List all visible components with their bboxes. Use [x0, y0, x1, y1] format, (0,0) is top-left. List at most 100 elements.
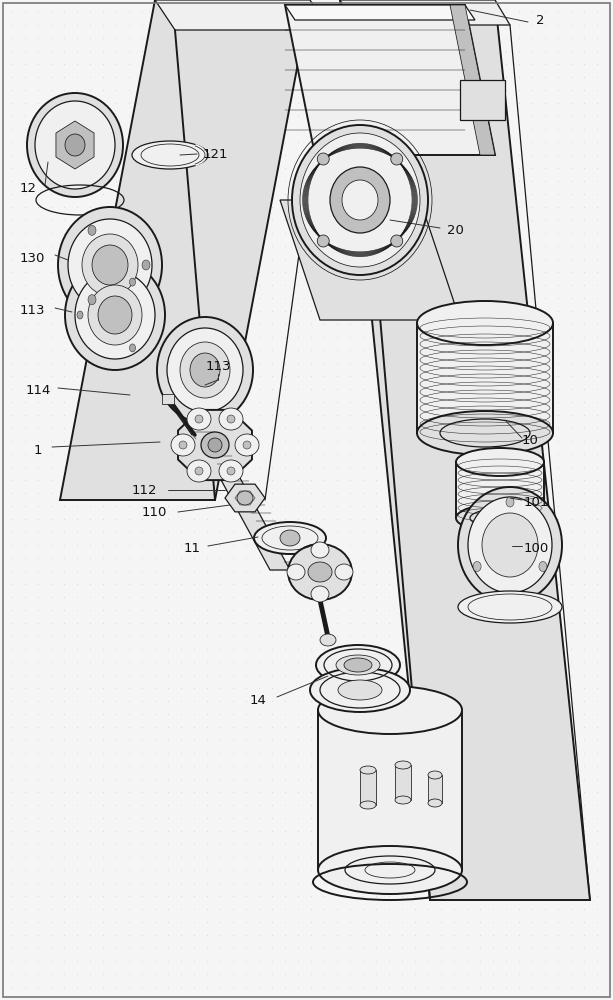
Polygon shape [56, 121, 94, 169]
Ellipse shape [311, 542, 329, 558]
Ellipse shape [335, 564, 353, 580]
Ellipse shape [417, 411, 553, 455]
Ellipse shape [360, 766, 376, 774]
Ellipse shape [243, 441, 251, 449]
Ellipse shape [88, 295, 96, 305]
Ellipse shape [208, 438, 222, 452]
Ellipse shape [318, 686, 462, 734]
Ellipse shape [58, 207, 162, 323]
Ellipse shape [287, 564, 305, 580]
Ellipse shape [88, 285, 142, 345]
Ellipse shape [318, 235, 329, 247]
Ellipse shape [360, 801, 376, 809]
Polygon shape [456, 462, 544, 518]
Polygon shape [162, 394, 174, 404]
Ellipse shape [201, 432, 229, 458]
Polygon shape [340, 0, 590, 900]
Text: 101: 101 [524, 495, 549, 508]
Text: 121: 121 [202, 147, 228, 160]
Ellipse shape [98, 296, 132, 334]
Ellipse shape [171, 434, 195, 456]
Ellipse shape [311, 586, 329, 602]
Ellipse shape [458, 487, 562, 603]
Ellipse shape [82, 234, 138, 296]
Text: 20: 20 [446, 224, 463, 236]
Text: 112: 112 [131, 484, 157, 496]
Ellipse shape [338, 680, 382, 700]
Text: 130: 130 [20, 251, 45, 264]
Ellipse shape [428, 771, 442, 779]
Ellipse shape [227, 467, 235, 475]
Ellipse shape [316, 645, 400, 685]
Ellipse shape [65, 260, 165, 370]
Ellipse shape [280, 530, 300, 546]
Ellipse shape [237, 491, 253, 505]
Ellipse shape [142, 260, 150, 270]
Ellipse shape [395, 796, 411, 804]
Ellipse shape [320, 634, 336, 646]
Ellipse shape [390, 153, 403, 165]
Ellipse shape [482, 513, 538, 577]
Ellipse shape [195, 467, 203, 475]
Ellipse shape [506, 497, 514, 507]
Ellipse shape [129, 278, 135, 286]
Ellipse shape [344, 658, 372, 672]
Ellipse shape [35, 101, 115, 189]
Ellipse shape [318, 153, 329, 165]
Polygon shape [195, 432, 290, 570]
Text: 14: 14 [249, 694, 267, 706]
Ellipse shape [227, 415, 235, 423]
Ellipse shape [75, 271, 155, 359]
Text: 114: 114 [25, 383, 51, 396]
Ellipse shape [219, 408, 243, 430]
Polygon shape [417, 323, 553, 433]
Ellipse shape [77, 311, 83, 319]
Polygon shape [340, 0, 510, 25]
Ellipse shape [390, 235, 403, 247]
Ellipse shape [308, 562, 332, 582]
Ellipse shape [310, 668, 410, 712]
Ellipse shape [27, 93, 123, 197]
Ellipse shape [458, 591, 562, 623]
Ellipse shape [179, 441, 187, 449]
Ellipse shape [336, 655, 380, 675]
Polygon shape [395, 765, 411, 800]
Text: 2: 2 [536, 13, 544, 26]
Ellipse shape [292, 125, 428, 275]
Ellipse shape [167, 328, 243, 412]
Ellipse shape [539, 562, 547, 572]
Text: 110: 110 [142, 506, 167, 518]
Polygon shape [285, 5, 475, 20]
Polygon shape [450, 5, 495, 155]
Ellipse shape [88, 225, 96, 235]
Ellipse shape [219, 460, 243, 482]
Ellipse shape [132, 141, 208, 169]
Polygon shape [155, 0, 330, 30]
Ellipse shape [235, 434, 259, 456]
Ellipse shape [318, 846, 462, 894]
Ellipse shape [68, 219, 152, 311]
Polygon shape [460, 80, 505, 120]
Ellipse shape [330, 167, 390, 233]
Ellipse shape [180, 342, 230, 398]
Polygon shape [225, 484, 265, 512]
Ellipse shape [129, 344, 135, 352]
Text: 10: 10 [522, 434, 538, 446]
Ellipse shape [187, 408, 211, 430]
Ellipse shape [65, 134, 85, 156]
Text: 11: 11 [183, 542, 200, 554]
Text: 113: 113 [19, 304, 45, 316]
Ellipse shape [468, 497, 552, 593]
Ellipse shape [395, 761, 411, 769]
Ellipse shape [187, 460, 211, 482]
Polygon shape [60, 0, 310, 500]
Text: 100: 100 [524, 542, 549, 554]
Ellipse shape [92, 245, 128, 285]
Text: 12: 12 [20, 182, 37, 194]
Ellipse shape [417, 301, 553, 345]
Ellipse shape [288, 544, 352, 600]
Polygon shape [318, 710, 462, 870]
Ellipse shape [456, 448, 544, 476]
Ellipse shape [342, 180, 378, 220]
Ellipse shape [254, 522, 326, 554]
